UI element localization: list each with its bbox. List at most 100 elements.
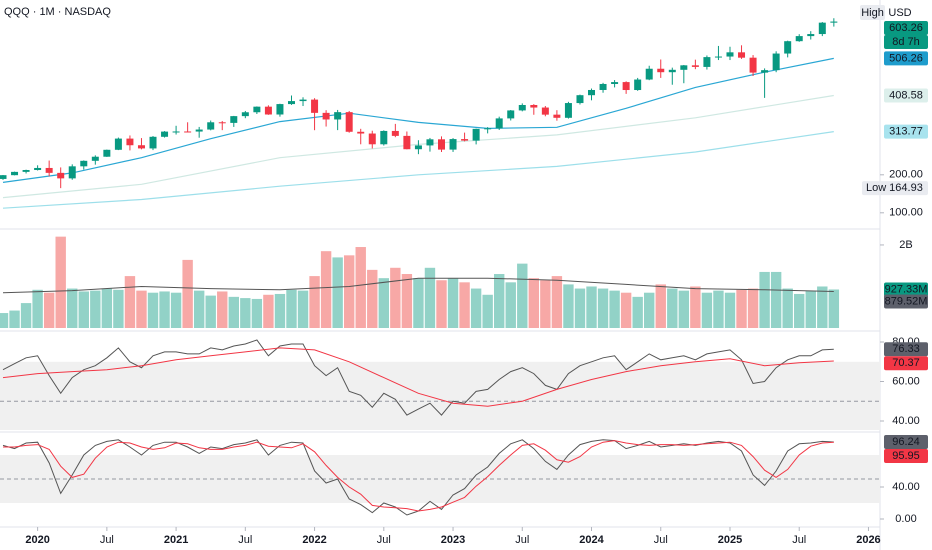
volume-bar bbox=[770, 271, 782, 328]
candle-body bbox=[749, 57, 757, 73]
volume-bar bbox=[170, 292, 182, 328]
candle-body bbox=[668, 69, 676, 73]
chart-title: QQQ · 1M · NASDAQ bbox=[4, 6, 111, 18]
candle-body bbox=[0, 175, 7, 179]
high-tag-bg[interactable] bbox=[860, 5, 885, 20]
x-tick-label: Jul bbox=[654, 534, 668, 546]
candle-body bbox=[287, 101, 295, 105]
candle-body bbox=[772, 53, 780, 71]
candle-body bbox=[588, 89, 596, 96]
volume-bar bbox=[493, 274, 505, 328]
volume-bar bbox=[447, 278, 459, 328]
y-tick-label: 40.00 bbox=[892, 481, 920, 493]
candle-body bbox=[530, 104, 538, 108]
x-tick-label: Jul bbox=[100, 534, 114, 546]
volume-bar bbox=[470, 288, 482, 328]
moving-average-label: 506.26 bbox=[889, 52, 923, 64]
volume-bar bbox=[0, 313, 9, 328]
volume-bar bbox=[644, 292, 655, 328]
volume-bar bbox=[124, 276, 136, 328]
candle-body bbox=[126, 138, 134, 146]
candle-body bbox=[818, 22, 826, 35]
candle-body bbox=[426, 139, 434, 146]
candle-body bbox=[34, 167, 42, 171]
volume-bar bbox=[390, 267, 401, 328]
volume-bar bbox=[620, 292, 632, 328]
volume-bar bbox=[20, 303, 32, 328]
rsi-value-label-bg bbox=[884, 342, 928, 357]
candle-body bbox=[518, 104, 526, 111]
y-tick-label: 200.00 bbox=[889, 169, 923, 181]
volume-bar bbox=[667, 288, 678, 328]
last-price-label: 603.26 bbox=[889, 22, 923, 34]
candle-body bbox=[391, 130, 399, 136]
band bbox=[0, 455, 880, 503]
volume-bar bbox=[286, 289, 297, 328]
candle-body bbox=[611, 82, 619, 84]
candle-body bbox=[230, 116, 238, 123]
candle-body bbox=[299, 99, 307, 102]
volume-bar bbox=[805, 290, 816, 328]
volume-bar bbox=[794, 293, 805, 328]
candle-body bbox=[761, 70, 769, 73]
x-tick-label: 2026 bbox=[856, 534, 880, 546]
candle-body bbox=[368, 133, 376, 145]
volume-bar bbox=[193, 290, 205, 328]
candle-body bbox=[414, 145, 422, 150]
volume-bar bbox=[217, 291, 228, 328]
volume-bar bbox=[320, 251, 332, 328]
volume-bar bbox=[378, 278, 390, 328]
candle-body bbox=[807, 34, 815, 37]
volume-bar bbox=[528, 278, 540, 328]
candle-body bbox=[691, 65, 699, 67]
candle-body bbox=[703, 57, 711, 67]
volume-bar bbox=[136, 290, 147, 328]
volume-bar bbox=[32, 289, 43, 328]
candle-body bbox=[57, 172, 65, 179]
volume-bar bbox=[147, 292, 159, 328]
y-tick-label: 100.00 bbox=[889, 207, 923, 219]
volume-bar bbox=[332, 257, 343, 328]
x-tick-label: 2023 bbox=[441, 534, 465, 546]
x-tick-label: 2021 bbox=[164, 534, 188, 546]
y-tick-label: 60.00 bbox=[892, 375, 920, 387]
x-tick-label: 2022 bbox=[302, 534, 326, 546]
volume-bar bbox=[482, 294, 493, 328]
stoch-value-label: 95.95 bbox=[892, 450, 920, 462]
candle-body bbox=[541, 107, 549, 115]
candle-body bbox=[172, 131, 180, 133]
volume-bar bbox=[436, 280, 447, 328]
candle-body bbox=[553, 114, 561, 118]
volume-label-bg bbox=[884, 282, 928, 297]
candle-body bbox=[91, 156, 99, 161]
rsi-value-label: 76.33 bbox=[892, 343, 920, 355]
x-tick-label: Jul bbox=[792, 534, 806, 546]
candle-body bbox=[218, 122, 226, 124]
moving-average-label-bg bbox=[884, 124, 928, 139]
volume-bar bbox=[817, 286, 828, 328]
volume-bar bbox=[367, 269, 378, 328]
high-tag[interactable]: High bbox=[861, 7, 884, 19]
candle-body bbox=[357, 131, 365, 134]
candle-body bbox=[795, 36, 803, 42]
candle-body bbox=[334, 112, 342, 120]
currency[interactable]: USD bbox=[888, 7, 911, 19]
rsi-value-label-bg bbox=[884, 356, 928, 371]
volume-bar bbox=[159, 291, 170, 328]
candle-body bbox=[784, 41, 792, 54]
candle-body bbox=[11, 171, 19, 176]
candle-body bbox=[738, 52, 746, 58]
moving-average-label-bg bbox=[884, 88, 928, 103]
volume-bar bbox=[263, 294, 274, 328]
candle-body bbox=[380, 130, 388, 145]
volume-bar bbox=[401, 274, 413, 328]
candle-body bbox=[449, 139, 457, 150]
candle-body bbox=[253, 106, 261, 113]
volume-bar bbox=[690, 286, 701, 328]
volume-bar bbox=[101, 288, 113, 328]
volume-bar bbox=[609, 290, 620, 328]
volume-bar bbox=[113, 289, 124, 328]
candle-body bbox=[484, 128, 492, 130]
volume-bar bbox=[459, 282, 470, 328]
volume-bar bbox=[597, 288, 609, 328]
